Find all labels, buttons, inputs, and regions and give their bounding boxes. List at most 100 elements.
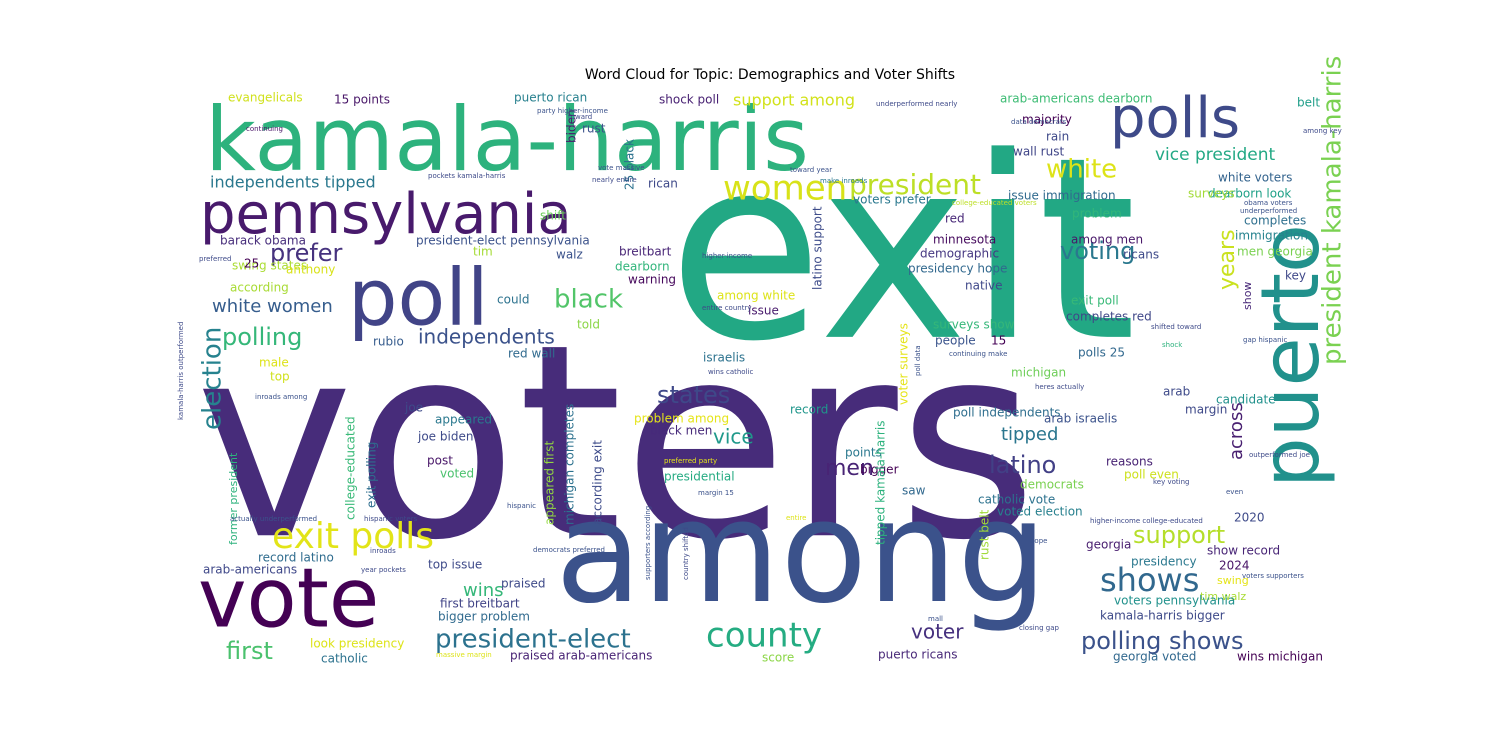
- word-underperformed: underperformed: [1240, 207, 1297, 215]
- word-red: red: [945, 212, 965, 226]
- word-year-pockets: year pockets: [361, 566, 406, 574]
- word-hope: hope: [1030, 537, 1047, 545]
- word-closing-gap: closing gap: [1019, 624, 1060, 632]
- word-vice-president: vice president: [1155, 145, 1275, 165]
- word-told: told: [577, 318, 600, 332]
- word-swing-states: swing states: [232, 259, 307, 273]
- word-anthony: anthony: [286, 263, 335, 277]
- word-voter: voter: [911, 620, 964, 644]
- word-voted-election: voted election: [997, 505, 1083, 519]
- word-election: election: [198, 327, 228, 430]
- word-president-elect: president-elect: [435, 625, 631, 655]
- word-years: years: [1215, 229, 1240, 290]
- word-outperformed-joe: outperformed joe: [1249, 451, 1310, 459]
- word-dearborn-look: dearborn look: [1208, 187, 1291, 201]
- word-among-white: among white: [717, 289, 795, 303]
- word-joe: joe: [404, 401, 423, 415]
- word-wins-catholic: wins catholic: [708, 368, 753, 376]
- word-michigan-completes: michigan completes: [563, 404, 577, 525]
- word-among: among: [555, 470, 1047, 635]
- word-white-voters: white voters: [1218, 171, 1292, 185]
- word-country-shifted: country shifted: [682, 527, 690, 580]
- word-inroads-among: inroads among: [255, 393, 307, 401]
- word-arab-americans: arab-americans: [203, 563, 297, 577]
- word-problem-among: problem among: [634, 412, 729, 426]
- word-shock-poll: shock poll: [659, 93, 719, 107]
- word-minnesota: minnesota: [933, 233, 996, 247]
- word-reasons: reasons: [1106, 455, 1153, 469]
- word-polls-25: polls 25: [1078, 346, 1125, 360]
- word-puerto: puerto: [1244, 224, 1337, 488]
- word-voters-pennsylvania: voters pennsylvania: [1114, 594, 1235, 608]
- word-black: black: [554, 285, 623, 315]
- word-across: across: [1226, 402, 1247, 460]
- word-look-presidency: look presidency: [310, 637, 404, 651]
- word-continuing-make: continuing make: [949, 350, 1007, 358]
- word-black-men: black men: [650, 424, 712, 438]
- word-rubio: rubio: [373, 335, 404, 349]
- word-entire: entire: [786, 514, 806, 522]
- word-pennsylvania: pennsylvania: [200, 182, 572, 247]
- word-show: show: [1241, 282, 1254, 310]
- word-massive-margin: massive margin: [436, 651, 492, 659]
- word-barack-obama: barack obama: [220, 234, 306, 248]
- word-15-points: 15 points: [334, 93, 390, 107]
- word-supporters-according: supporters according: [644, 506, 652, 580]
- word-kamala-harris-bigger: kamala-harris bigger: [1100, 609, 1225, 623]
- word-white-women: white women: [212, 296, 333, 317]
- word-saw: saw: [902, 484, 926, 498]
- word-states: states: [657, 381, 730, 409]
- word-voters-prefer: voters prefer: [853, 193, 931, 207]
- word-polls: polls: [1110, 86, 1240, 151]
- word-toward: toward: [568, 113, 592, 121]
- word-college-educated-voters: college-educated voters: [952, 199, 1037, 207]
- word-catholic: catholic: [321, 652, 368, 666]
- word-arab-americans-dearborn: arab-americans dearborn: [1000, 92, 1152, 106]
- word-ricans: ricans: [1123, 248, 1159, 262]
- word-women: women: [723, 169, 847, 209]
- word-margin-15: margin 15: [698, 489, 734, 497]
- word-among-key: among key: [1303, 127, 1342, 135]
- word-michigan: michigan: [1011, 366, 1066, 380]
- word-according: according: [230, 281, 289, 295]
- word-issue-immigration: issue immigration: [1008, 189, 1116, 203]
- word-tim: tim: [473, 245, 493, 259]
- word-poll-even: poll even: [1124, 468, 1179, 482]
- word-toward-year: toward year: [790, 166, 832, 174]
- word-men: men: [825, 456, 874, 481]
- word-belt: belt: [1297, 96, 1320, 110]
- word-kamala-harris: kamala-harris: [205, 88, 809, 191]
- word-record-latino: record latino: [258, 551, 334, 565]
- word-arab: arab: [1163, 385, 1190, 399]
- word-candidate: candidate: [1216, 393, 1276, 407]
- word-shows: shows: [1100, 561, 1199, 599]
- chart-title: Word Cloud for Topic: Demographics and V…: [584, 67, 956, 83]
- word-catholic-vote: catholic vote: [978, 493, 1055, 507]
- word-appeared: appeared: [435, 413, 492, 427]
- word-top: top: [270, 370, 290, 384]
- word-democrats: democrats: [1020, 478, 1084, 492]
- word-warning: warning: [628, 273, 676, 287]
- word-puerto-ricans: puerto ricans: [878, 648, 957, 662]
- word-poll: poll: [348, 253, 489, 343]
- word-israelis: israelis: [703, 351, 745, 365]
- word-wins-michigan: wins michigan: [1237, 650, 1323, 664]
- word-actually-underperformed: actually underperformed: [230, 515, 317, 523]
- word-nearly-entire: nearly entire: [592, 176, 637, 184]
- word-first-breitbart: first breitbart: [440, 597, 520, 611]
- word-presidency: presidency: [1131, 555, 1197, 569]
- word-25: 25: [244, 257, 259, 271]
- word-arab-israelis: arab israelis: [1044, 412, 1117, 426]
- word-latino-support: latino support: [811, 206, 825, 290]
- word-higher-income: higher-income: [702, 252, 752, 260]
- word-tipped: tipped: [1001, 424, 1058, 445]
- word-top-issue: top issue: [428, 558, 482, 572]
- word-among-men: among men: [1071, 233, 1143, 247]
- word-majority: majority: [1022, 113, 1072, 127]
- word-problem: problem: [1072, 207, 1122, 221]
- word-appeared-first: appeared first: [543, 440, 557, 525]
- word-15: 15: [991, 334, 1006, 348]
- word-bigger-problem: bigger problem: [438, 610, 530, 624]
- word-post: post: [427, 454, 453, 468]
- word-even: even: [1226, 488, 1243, 496]
